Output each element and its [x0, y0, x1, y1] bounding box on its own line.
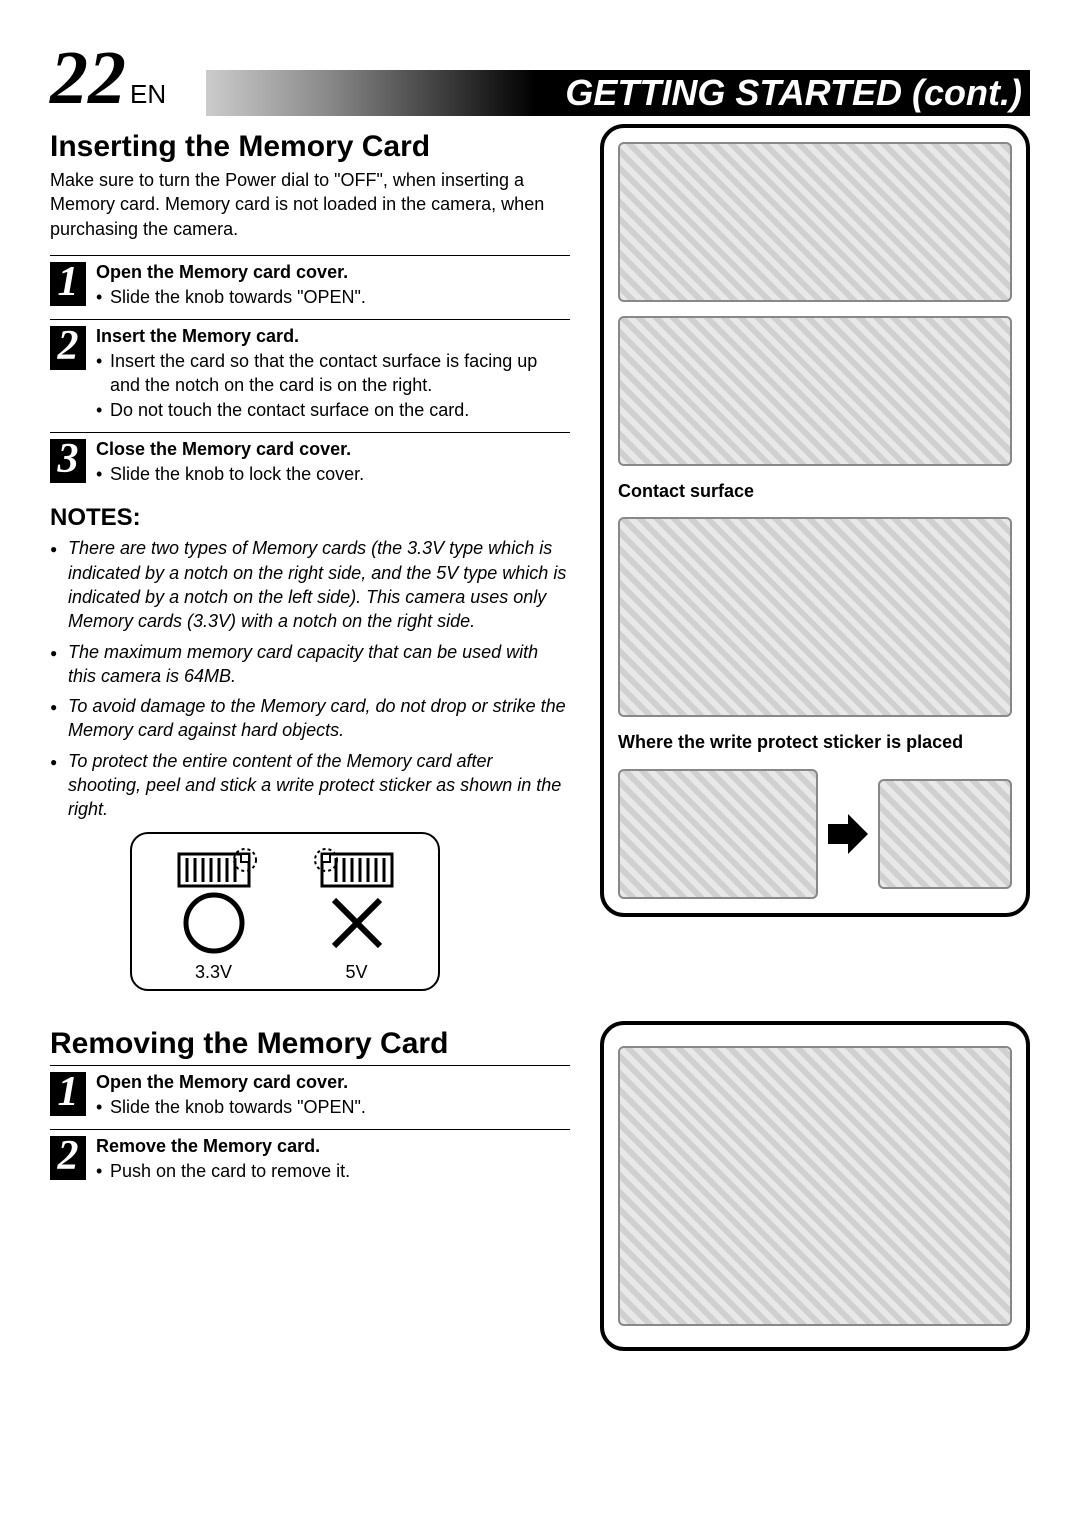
step-row: 1 Open the Memory card cover. Slide the … [50, 1065, 570, 1119]
insert-card-illustration [618, 517, 1012, 717]
left-column-2: Removing the Memory Card 1 Open the Memo… [50, 1021, 570, 1381]
step-title: Open the Memory card cover. [96, 1072, 570, 1093]
card-5v-icon [302, 848, 412, 958]
step-title: Close the Memory card cover. [96, 439, 570, 460]
step-body: Close the Memory card cover. Slide the k… [96, 439, 570, 486]
section-title-bar: GETTING STARTED (cont.) [206, 70, 1030, 116]
step-number: 2 [50, 326, 86, 370]
step-bullet: Insert the card so that the contact surf… [96, 349, 570, 398]
step-bullet: Push on the card to remove it. [96, 1159, 570, 1183]
step-bullet: Do not touch the contact surface on the … [96, 398, 570, 422]
close-cover-illustration [618, 769, 818, 899]
notes-item: To protect the entire content of the Mem… [50, 749, 570, 822]
step-bullet: Slide the knob towards "OPEN". [96, 285, 570, 309]
card-5v-label: 5V [345, 962, 367, 983]
close-cover-row [618, 769, 1012, 899]
bottom-columns: Removing the Memory Card 1 Open the Memo… [50, 1021, 1030, 1381]
page-number-block: 22 EN [50, 40, 166, 116]
step-body: Remove the Memory card. Push on the card… [96, 1136, 570, 1183]
section1-intro: Make sure to turn the Power dial to "OFF… [50, 168, 570, 241]
contact-surface-label: Contact surface [618, 480, 1012, 503]
step-number: 3 [50, 439, 86, 483]
remove-card-illustration [618, 1046, 1012, 1326]
notes-item: There are two types of Memory cards (the… [50, 536, 570, 633]
notes-item: To avoid damage to the Memory card, do n… [50, 694, 570, 743]
step-body: Open the Memory card cover. Slide the kn… [96, 262, 570, 309]
step-row: 2 Insert the Memory card. Insert the car… [50, 319, 570, 422]
page-header: 22 EN GETTING STARTED (cont.) [50, 40, 1030, 116]
right-column: Contact surface Where the write protect … [600, 124, 1030, 991]
step-row: 2 Remove the Memory card. Push on the ca… [50, 1129, 570, 1183]
section2-title: Removing the Memory Card [50, 1027, 570, 1061]
arrow-right-icon [828, 814, 868, 854]
card-3v3: 3.3V [159, 848, 269, 983]
card-5v: 5V [302, 848, 412, 983]
step-number: 1 [50, 262, 86, 306]
closed-cover-illustration [878, 779, 1012, 889]
notes-item: The maximum memory card capacity that ca… [50, 640, 570, 689]
remove-illustration-panel [600, 1021, 1030, 1351]
step-row: 3 Close the Memory card cover. Slide the… [50, 432, 570, 486]
lang-code: EN [130, 79, 166, 110]
step-row: 1 Open the Memory card cover. Slide the … [50, 255, 570, 309]
write-protect-label: Where the write protect sticker is place… [618, 731, 1012, 754]
top-columns: Inserting the Memory Card Make sure to t… [50, 124, 1030, 991]
step-title: Remove the Memory card. [96, 1136, 570, 1157]
card-type-diagram: 3.3V 5V [130, 832, 440, 991]
camera-top-illustration [618, 142, 1012, 302]
step-title: Open the Memory card cover. [96, 262, 570, 283]
step-bullet: Slide the knob to lock the cover. [96, 462, 570, 486]
step-number: 2 [50, 1136, 86, 1180]
card-3v3-label: 3.3V [195, 962, 232, 983]
step-number: 1 [50, 1072, 86, 1116]
step-title: Insert the Memory card. [96, 326, 570, 347]
cover-open-illustration [618, 316, 1012, 466]
page-number: 22 [50, 40, 126, 116]
left-column: Inserting the Memory Card Make sure to t… [50, 124, 570, 991]
insert-illustration-panel: Contact surface Where the write protect … [600, 124, 1030, 917]
step-body: Insert the Memory card. Insert the card … [96, 326, 570, 422]
step-body: Open the Memory card cover. Slide the kn… [96, 1072, 570, 1119]
right-column-2 [600, 1021, 1030, 1381]
notes-heading: NOTES: [50, 504, 570, 532]
section1-title: Inserting the Memory Card [50, 130, 570, 164]
notes-list: There are two types of Memory cards (the… [50, 536, 570, 821]
card-3v3-icon [159, 848, 269, 958]
step-bullet: Slide the knob towards "OPEN". [96, 1095, 570, 1119]
